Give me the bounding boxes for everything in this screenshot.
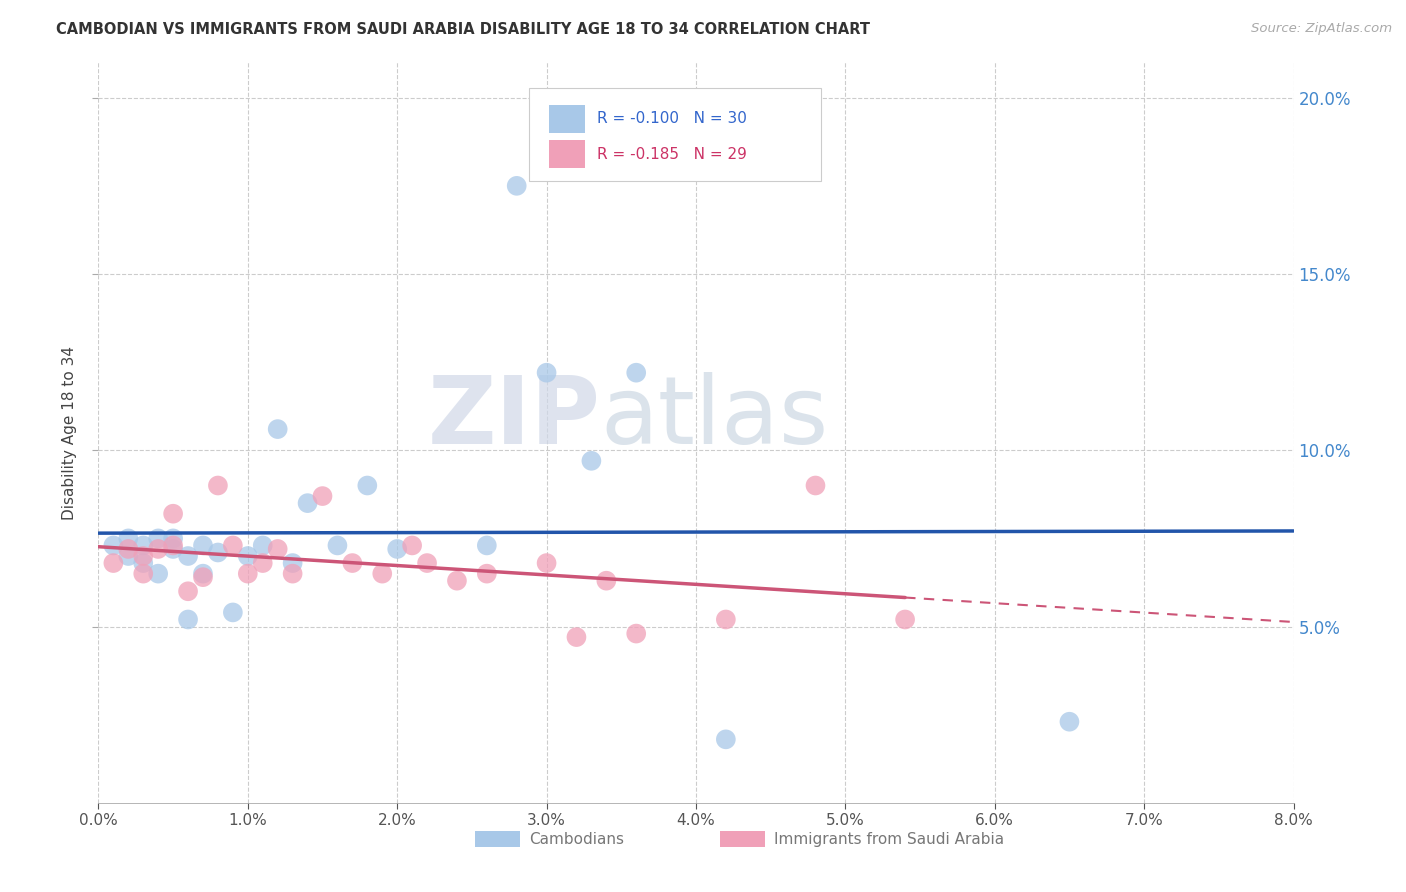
Bar — [548, 140, 585, 169]
Bar — [475, 831, 520, 847]
Point — [177, 612, 200, 626]
Point — [132, 566, 155, 581]
Point — [236, 549, 259, 563]
Point — [117, 549, 139, 563]
Point — [207, 545, 229, 559]
Point — [191, 538, 214, 552]
Point — [103, 538, 125, 552]
Point — [626, 626, 648, 640]
Point — [191, 566, 214, 581]
Point — [311, 489, 333, 503]
Point — [371, 566, 394, 581]
Bar — [548, 104, 585, 133]
Point — [252, 538, 274, 552]
Point — [132, 556, 155, 570]
Point — [148, 566, 170, 581]
Point — [401, 538, 423, 552]
Point — [132, 549, 155, 563]
Text: Immigrants from Saudi Arabia: Immigrants from Saudi Arabia — [773, 831, 1004, 847]
Point — [252, 556, 274, 570]
Bar — [720, 831, 765, 847]
Point — [148, 541, 170, 556]
Point — [565, 630, 588, 644]
Point — [506, 178, 529, 193]
Point — [117, 532, 139, 546]
Point — [416, 556, 439, 570]
Point — [714, 732, 737, 747]
Point — [281, 566, 304, 581]
Point — [714, 612, 737, 626]
Point — [177, 549, 200, 563]
Point — [177, 584, 200, 599]
Text: Source: ZipAtlas.com: Source: ZipAtlas.com — [1251, 22, 1392, 36]
Point — [162, 507, 184, 521]
Point — [267, 541, 290, 556]
Point — [281, 556, 304, 570]
Point — [267, 422, 290, 436]
Point — [626, 366, 648, 380]
Point — [207, 478, 229, 492]
Point — [536, 366, 558, 380]
Point — [103, 556, 125, 570]
Point — [297, 496, 319, 510]
Text: atlas: atlas — [600, 372, 828, 464]
Point — [191, 570, 214, 584]
Point — [132, 538, 155, 552]
Point — [475, 566, 498, 581]
Text: R = -0.185   N = 29: R = -0.185 N = 29 — [596, 147, 747, 161]
Point — [1059, 714, 1081, 729]
Point — [581, 454, 603, 468]
Text: CAMBODIAN VS IMMIGRANTS FROM SAUDI ARABIA DISABILITY AGE 18 TO 34 CORRELATION CH: CAMBODIAN VS IMMIGRANTS FROM SAUDI ARABI… — [56, 22, 870, 37]
Point — [475, 538, 498, 552]
Point — [595, 574, 617, 588]
Point — [162, 532, 184, 546]
Text: R = -0.100   N = 30: R = -0.100 N = 30 — [596, 112, 747, 126]
Point — [804, 478, 827, 492]
Point — [356, 478, 378, 492]
Point — [148, 532, 170, 546]
Text: Cambodians: Cambodians — [529, 831, 624, 847]
Point — [326, 538, 349, 552]
Point — [342, 556, 364, 570]
Point — [236, 566, 259, 581]
Point — [222, 538, 245, 552]
Point — [536, 556, 558, 570]
Point — [117, 541, 139, 556]
Y-axis label: Disability Age 18 to 34: Disability Age 18 to 34 — [62, 345, 77, 520]
Point — [222, 606, 245, 620]
Point — [446, 574, 468, 588]
FancyBboxPatch shape — [529, 88, 821, 181]
Point — [162, 541, 184, 556]
Point — [385, 541, 409, 556]
Point — [894, 612, 917, 626]
Text: ZIP: ZIP — [427, 372, 600, 464]
Point — [162, 538, 184, 552]
